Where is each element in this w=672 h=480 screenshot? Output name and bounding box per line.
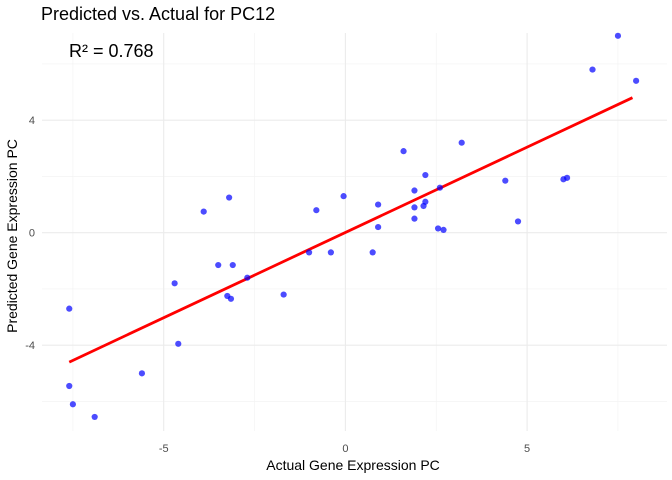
data-point xyxy=(138,370,146,377)
data-point xyxy=(369,249,376,256)
data-point xyxy=(171,280,178,287)
data-point xyxy=(420,202,427,210)
x-tick-labels: -5 0 5 xyxy=(159,443,530,455)
y-tick-label: 0 xyxy=(29,228,35,240)
data-point xyxy=(227,295,235,302)
y-tick-label: -4 xyxy=(25,340,35,352)
data-point xyxy=(340,193,347,200)
y-tick-labels: -4 0 4 xyxy=(25,115,35,352)
data-point xyxy=(200,208,207,215)
data-point xyxy=(215,261,222,269)
x-tick-label: 5 xyxy=(524,443,530,455)
data-point xyxy=(305,249,313,256)
data-point xyxy=(375,223,382,231)
data-point xyxy=(411,215,418,222)
data-point xyxy=(327,249,334,256)
data-point xyxy=(422,171,429,179)
data-point xyxy=(614,32,622,39)
data-point xyxy=(280,291,287,298)
data-point xyxy=(66,305,73,312)
data-point xyxy=(229,261,236,269)
minor-grid xyxy=(42,33,667,431)
data-point xyxy=(502,177,509,184)
data-point xyxy=(91,413,98,421)
y-tick-label: 4 xyxy=(29,115,35,127)
y-axis-title: Predicted Gene Expression PC xyxy=(4,139,20,333)
data-point xyxy=(66,382,73,390)
data-point xyxy=(458,139,465,146)
data-point xyxy=(226,194,233,201)
data-point xyxy=(514,218,522,225)
data-point xyxy=(436,184,443,191)
data-point xyxy=(589,66,596,73)
x-axis-title: Actual Gene Expression PC xyxy=(266,457,440,473)
r-squared-annotation: R² = 0.768 xyxy=(69,41,154,61)
x-tick-label: -5 xyxy=(159,443,169,455)
data-point xyxy=(400,148,407,155)
data-point xyxy=(69,401,76,408)
data-point xyxy=(411,187,418,194)
chart-title: Predicted vs. Actual for PC12 xyxy=(41,4,276,24)
data-point xyxy=(434,225,442,232)
major-grid xyxy=(42,33,667,431)
data-point xyxy=(633,77,640,84)
data-point xyxy=(440,226,447,233)
data-points xyxy=(66,32,640,421)
data-point xyxy=(244,274,251,281)
x-tick-label: 0 xyxy=(342,443,348,455)
data-point xyxy=(560,176,567,183)
data-point xyxy=(411,204,418,211)
data-point xyxy=(313,207,320,214)
data-point xyxy=(375,201,382,208)
regression-line xyxy=(68,96,634,364)
data-point xyxy=(175,340,182,347)
fit-line-group xyxy=(68,96,634,364)
